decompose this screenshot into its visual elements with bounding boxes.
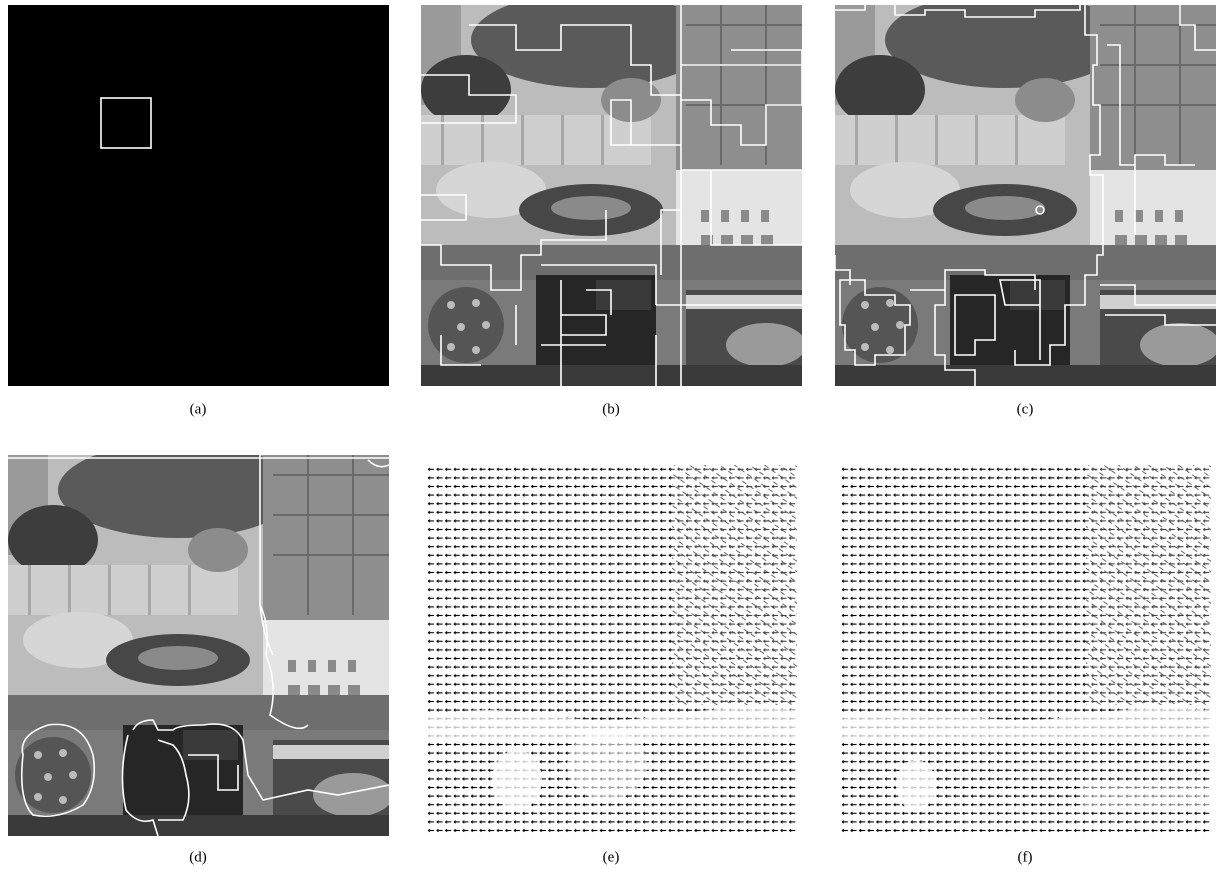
panel-d bbox=[8, 442, 393, 836]
panel-label: (d) bbox=[189, 849, 207, 865]
panel-f bbox=[841, 465, 1211, 835]
panel-b bbox=[421, 0, 806, 386]
sparse-region bbox=[567, 730, 647, 800]
image bbox=[8, 442, 393, 836]
image bbox=[835, 0, 1218, 386]
panel-a bbox=[8, 5, 389, 386]
flow-field-region bbox=[672, 465, 797, 705]
page: (a) (b) (c) (d) (e) (f) (() => { const d… bbox=[0, 0, 1218, 875]
sparse-region bbox=[896, 760, 936, 810]
panel-c bbox=[835, 0, 1218, 386]
panel-label: (b) bbox=[602, 401, 620, 417]
panel-label: (e) bbox=[603, 849, 620, 865]
panel-label: (c) bbox=[1017, 401, 1034, 417]
sparse-region bbox=[492, 750, 542, 810]
sparse-region bbox=[1081, 785, 1211, 810]
panel-label: (a) bbox=[190, 401, 207, 417]
panel-label: (f) bbox=[1018, 849, 1033, 865]
flow-field-region bbox=[1086, 465, 1211, 705]
figure: (a) (b) (c) (d) (e) (f) bbox=[0, 0, 1218, 875]
panel-e bbox=[427, 465, 797, 835]
image bbox=[421, 0, 806, 386]
mask-image bbox=[8, 5, 389, 386]
